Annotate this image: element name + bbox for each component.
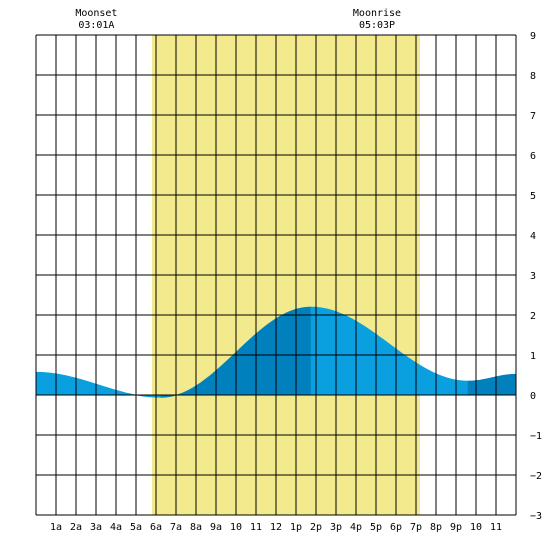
y-tick-label: 0 (530, 391, 536, 402)
y-tick-label: −3 (530, 511, 542, 522)
y-tick-label: −1 (530, 431, 542, 442)
x-tick-label: 12 (270, 522, 282, 533)
y-tick-label: 9 (530, 31, 536, 42)
y-tick-labels: −3 −2 −1 0 1 2 3 4 5 6 7 8 9 (530, 31, 542, 522)
x-tick-label: 2p (310, 522, 322, 533)
tide-area-rising (467, 373, 517, 396)
y-tick-label: 2 (530, 311, 536, 322)
x-tick-label: 7a (170, 522, 182, 533)
y-tick-label: 3 (530, 271, 536, 282)
x-tick-label: 5p (370, 522, 382, 533)
x-tick-label: 8a (190, 522, 202, 533)
y-tick-label: 5 (530, 191, 536, 202)
x-tick-label: 4p (350, 522, 362, 533)
x-tick-label: 3p (330, 522, 342, 533)
moon-event-time: 05:03P (359, 20, 395, 31)
y-tick-label: 1 (530, 351, 536, 362)
y-tick-label: −2 (530, 471, 542, 482)
x-tick-label: 6p (390, 522, 402, 533)
x-tick-label: 2a (70, 522, 82, 533)
y-tick-label: 7 (530, 111, 536, 122)
x-tick-label: 11 (250, 522, 262, 533)
moon-event-name: Moonset (75, 8, 117, 19)
x-tick-label: 1p (290, 522, 302, 533)
x-tick-label: 10 (230, 522, 242, 533)
x-tick-label: 1a (50, 522, 62, 533)
moon-event-time: 03:01A (78, 20, 114, 31)
x-tick-label: 8p (430, 522, 442, 533)
x-tick-label: 6a (150, 522, 162, 533)
y-tick-label: 6 (530, 151, 536, 162)
x-tick-label: 5a (130, 522, 142, 533)
x-tick-label: 9a (210, 522, 222, 533)
x-tick-label: 9p (450, 522, 462, 533)
x-tick-label: 7p (410, 522, 422, 533)
y-tick-label: 4 (530, 231, 536, 242)
x-tick-labels: 1a 2a 3a 4a 5a 6a 7a 8a 9a 10 11 12 1p 2p 3p 4p 5p 6p 7p 8p… (50, 522, 502, 533)
moon-event-name: Moonrise (353, 8, 401, 19)
tide-area-falling (35, 371, 162, 398)
grid-layer (35, 34, 517, 516)
x-tick-label: 10 (470, 522, 482, 533)
x-tick-label: 11 (490, 522, 502, 533)
x-tick-label: 3a (90, 522, 102, 533)
x-tick-label: 4a (110, 522, 122, 533)
y-tick-label: 8 (530, 71, 536, 82)
